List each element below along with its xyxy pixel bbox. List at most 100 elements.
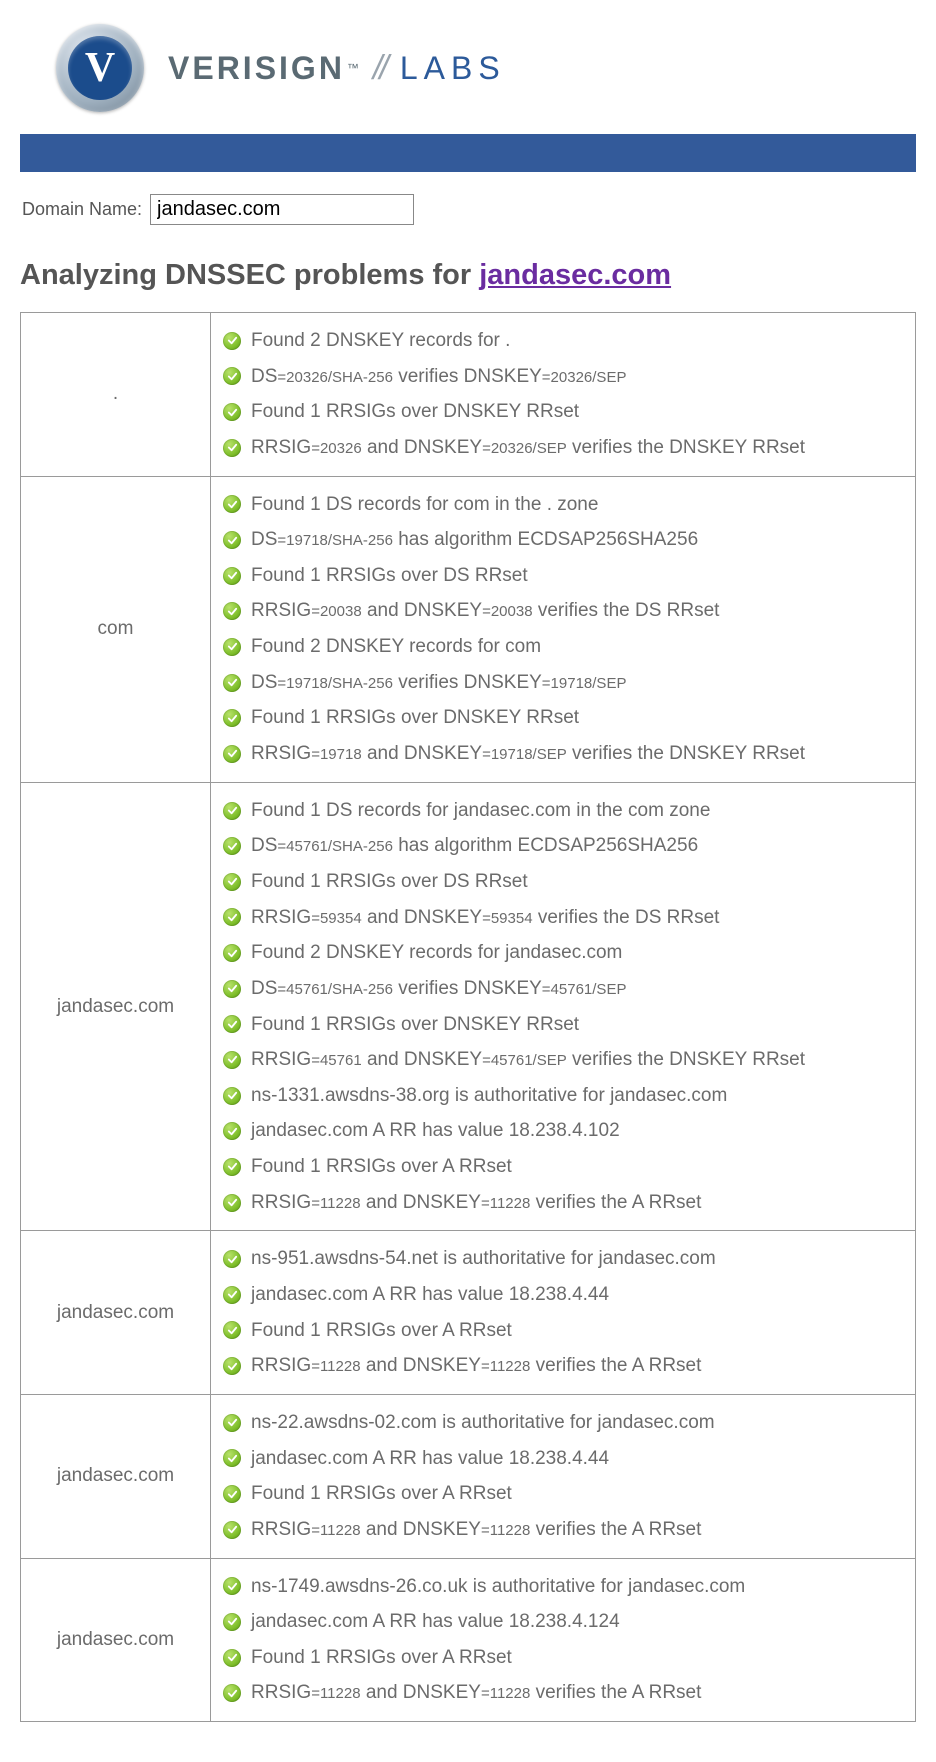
check-subtext: =11228 bbox=[481, 1522, 530, 1539]
check-text: DS=19718/SHA-256 verifies DNSKEY=19718/S… bbox=[251, 670, 626, 696]
check-text: Found 2 DNSKEY records for . bbox=[251, 328, 510, 354]
checks-cell: Found 1 DS records for jandasec.com in t… bbox=[211, 782, 916, 1231]
check-ok-icon bbox=[223, 1449, 241, 1467]
table-row: jandasec.comFound 1 DS records for janda… bbox=[21, 782, 916, 1231]
table-row: jandasec.com ns-1749.awsdns-26.co.uk is a… bbox=[21, 1558, 916, 1722]
check-ok-icon bbox=[223, 1357, 241, 1375]
check-subtext: =45761/SEP bbox=[542, 981, 627, 998]
checks-list: Found 2 DNSKEY records for .DS=20326/SHA… bbox=[223, 323, 903, 466]
heading-domain-link[interactable]: jandasec.com bbox=[479, 259, 671, 291]
check-text: RRSIG=11228 and DNSKEY=11228 verifies th… bbox=[251, 1680, 701, 1706]
checks-cell: ns-1749.awsdns-26.co.uk is authoritative… bbox=[211, 1558, 916, 1722]
check-ok-icon bbox=[223, 1122, 241, 1140]
check-text: DS=19718/SHA-256 has algorithm ECDSAP256… bbox=[251, 527, 698, 553]
check-subtext: =19718/SEP bbox=[542, 675, 627, 692]
check-ok-icon bbox=[223, 1051, 241, 1069]
check-ok-icon bbox=[223, 1414, 241, 1432]
check-text: Found 2 DNSKEY records for jandasec.com bbox=[251, 940, 622, 966]
check-subtext: =20326/SEP bbox=[482, 440, 567, 457]
brand-labs: LABS bbox=[400, 50, 506, 87]
check-item: RRSIG=11228 and DNSKEY=11228 verifies th… bbox=[223, 1348, 903, 1384]
check-subtext: =11228 bbox=[481, 1685, 530, 1702]
table-row: comFound 1 DS records for com in the . z… bbox=[21, 476, 916, 782]
check-item: RRSIG=20326 and DNSKEY=20326/SEP verifie… bbox=[223, 430, 903, 466]
check-text: RRSIG=11228 and DNSKEY=11228 verifies th… bbox=[251, 1517, 701, 1543]
check-text: RRSIG=11228 and DNSKEY=11228 verifies th… bbox=[251, 1190, 701, 1216]
checks-cell: ns-22.awsdns-02.com is authoritative for… bbox=[211, 1394, 916, 1558]
check-text: jandasec.com A RR has value 18.238.4.124 bbox=[251, 1609, 620, 1635]
check-item: Found 2 DNSKEY records for jandasec.com bbox=[223, 935, 903, 971]
check-item: Found 1 RRSIGs over DNSKEY RRset bbox=[223, 1007, 903, 1043]
check-text: Found 2 DNSKEY records for com bbox=[251, 634, 541, 660]
check-ok-icon bbox=[223, 745, 241, 763]
check-ok-icon bbox=[223, 1684, 241, 1702]
domain-input[interactable] bbox=[150, 194, 414, 225]
brand-name: VERISIGN bbox=[168, 50, 345, 86]
check-ok-icon bbox=[223, 908, 241, 926]
check-item: Found 1 RRSIGs over DS RRset bbox=[223, 558, 903, 594]
check-ok-icon bbox=[223, 439, 241, 457]
check-subtext: =59354 bbox=[482, 910, 532, 927]
checks-list: Found 1 DS records for com in the . zone… bbox=[223, 487, 903, 772]
check-item: ns-1331.awsdns-38.org is authoritative f… bbox=[223, 1078, 903, 1114]
check-item: Found 2 DNSKEY records for . bbox=[223, 323, 903, 359]
check-ok-icon bbox=[223, 602, 241, 620]
check-text: Found 1 RRSIGs over A RRset bbox=[251, 1318, 512, 1344]
check-text: ns-1749.awsdns-26.co.uk is authoritative… bbox=[251, 1574, 745, 1600]
check-subtext: =19718/SHA-256 bbox=[277, 675, 393, 692]
check-ok-icon bbox=[223, 1015, 241, 1033]
zone-cell: . bbox=[21, 313, 211, 477]
check-text: Found 1 RRSIGs over DS RRset bbox=[251, 869, 528, 895]
check-item: RRSIG=45761 and DNSKEY=45761/SEP verifie… bbox=[223, 1042, 903, 1078]
check-subtext: =11228 bbox=[311, 1522, 360, 1539]
check-text: Found 1 RRSIGs over A RRset bbox=[251, 1154, 512, 1180]
check-subtext: =20326/SEP bbox=[542, 369, 627, 386]
check-item: jandasec.com A RR has value 18.238.4.124 bbox=[223, 1604, 903, 1640]
zone-cell: com bbox=[21, 476, 211, 782]
check-ok-icon bbox=[223, 403, 241, 421]
check-subtext: =19718/SHA-256 bbox=[277, 532, 393, 549]
check-subtext: =11228 bbox=[481, 1358, 530, 1375]
check-item: jandasec.com A RR has value 18.238.4.102 bbox=[223, 1113, 903, 1149]
checks-cell: Found 2 DNSKEY records for .DS=20326/SHA… bbox=[211, 313, 916, 477]
checks-list: Found 1 DS records for jandasec.com in t… bbox=[223, 793, 903, 1221]
check-text: Found 1 RRSIGs over DNSKEY RRset bbox=[251, 399, 579, 425]
verisign-logo-icon: V bbox=[56, 24, 144, 112]
check-text: RRSIG=11228 and DNSKEY=11228 verifies th… bbox=[251, 1353, 701, 1379]
check-ok-icon bbox=[223, 1321, 241, 1339]
checks-list: ns-951.awsdns-54.net is authoritative fo… bbox=[223, 1241, 903, 1384]
check-ok-icon bbox=[223, 531, 241, 549]
check-item: jandasec.com A RR has value 18.238.4.44 bbox=[223, 1277, 903, 1313]
brand-text: VERISIGN™ // LABS bbox=[168, 49, 506, 88]
check-item: jandasec.com A RR has value 18.238.4.44 bbox=[223, 1441, 903, 1477]
check-ok-icon bbox=[223, 1286, 241, 1304]
check-subtext: =19718 bbox=[311, 746, 361, 763]
check-subtext: =45761/SHA-256 bbox=[277, 981, 393, 998]
checks-cell: Found 1 DS records for com in the . zone… bbox=[211, 476, 916, 782]
zone-cell: jandasec.com bbox=[21, 1231, 211, 1395]
check-subtext: =45761 bbox=[311, 1052, 361, 1069]
check-item: DS=19718/SHA-256 has algorithm ECDSAP256… bbox=[223, 522, 903, 558]
check-ok-icon bbox=[223, 873, 241, 891]
check-text: Found 1 DS records for com in the . zone bbox=[251, 492, 598, 518]
check-item: DS=19718/SHA-256 verifies DNSKEY=19718/S… bbox=[223, 665, 903, 701]
check-text: Found 1 RRSIGs over DNSKEY RRset bbox=[251, 705, 579, 731]
check-ok-icon bbox=[223, 367, 241, 385]
check-text: DS=45761/SHA-256 has algorithm ECDSAP256… bbox=[251, 833, 698, 859]
check-subtext: =19718/SEP bbox=[482, 746, 567, 763]
check-subtext: =11228 bbox=[311, 1195, 360, 1212]
check-subtext: =45761/SEP bbox=[482, 1052, 567, 1069]
check-item: DS=45761/SHA-256 verifies DNSKEY=45761/S… bbox=[223, 971, 903, 1007]
check-item: RRSIG=11228 and DNSKEY=11228 verifies th… bbox=[223, 1185, 903, 1221]
check-text: ns-951.awsdns-54.net is authoritative fo… bbox=[251, 1246, 716, 1272]
check-text: jandasec.com A RR has value 18.238.4.44 bbox=[251, 1446, 609, 1472]
zone-cell: jandasec.com bbox=[21, 1558, 211, 1722]
check-item: RRSIG=59354 and DNSKEY=59354 verifies th… bbox=[223, 900, 903, 936]
check-text: Found 1 RRSIGs over DNSKEY RRset bbox=[251, 1012, 579, 1038]
check-item: RRSIG=20038 and DNSKEY=20038 verifies th… bbox=[223, 593, 903, 629]
check-ok-icon bbox=[223, 1087, 241, 1105]
check-ok-icon bbox=[223, 332, 241, 350]
check-text: RRSIG=19718 and DNSKEY=19718/SEP verifie… bbox=[251, 741, 805, 767]
check-item: Found 1 RRSIGs over DS RRset bbox=[223, 864, 903, 900]
checks-list: ns-1749.awsdns-26.co.uk is authoritative… bbox=[223, 1569, 903, 1712]
